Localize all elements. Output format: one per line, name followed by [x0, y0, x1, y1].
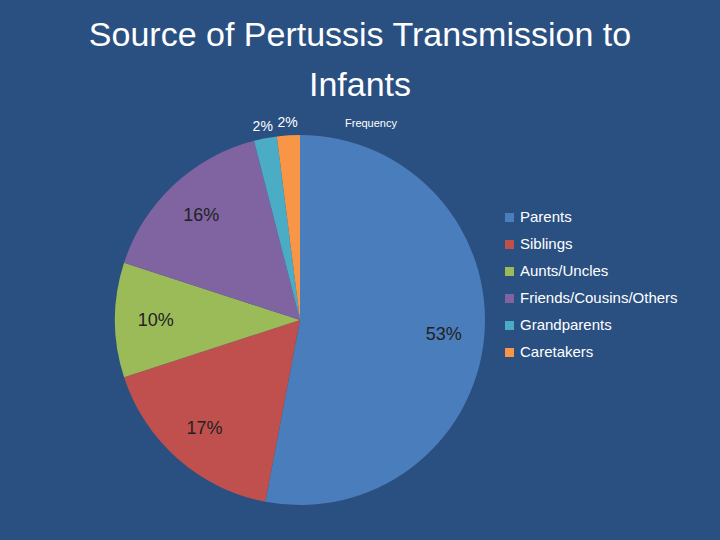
data-label: 17% — [187, 418, 223, 438]
series-name: Frequency — [345, 117, 397, 129]
data-labels: 53% 17% 10% 16% 2%2% — [138, 114, 462, 438]
slices — [115, 135, 485, 505]
legend-entry: Siblings — [520, 235, 573, 252]
legend: Parents Siblings Aunts/Uncles Friends/Cousi… — [505, 208, 678, 360]
data-label: 2% — [253, 118, 273, 134]
legend-swatch — [505, 213, 514, 222]
legend-entry: Aunts/Uncles — [520, 262, 608, 279]
background — [0, 0, 720, 540]
legend-entry: Grandparents — [520, 316, 612, 333]
legend-swatch — [505, 240, 514, 249]
legend-swatch — [505, 294, 514, 303]
data-label: 2% — [277, 114, 297, 130]
data-label: 16% — [183, 205, 219, 225]
chart: Source of Pertussis Transmission toInfan… — [0, 0, 720, 540]
legend-entry: Parents — [520, 208, 572, 225]
legend-entry: Friends/Cousins/Others — [520, 289, 678, 306]
legend-swatch — [505, 267, 514, 276]
data-label: 10% — [138, 310, 174, 330]
legend-swatch — [505, 321, 514, 330]
data-label: 53% — [426, 324, 462, 344]
title: Source of Pertussis Transmission toInfan… — [89, 15, 631, 103]
legend-swatch — [505, 348, 514, 357]
legend-entry: Caretakers — [520, 343, 593, 360]
slice — [277, 135, 300, 320]
